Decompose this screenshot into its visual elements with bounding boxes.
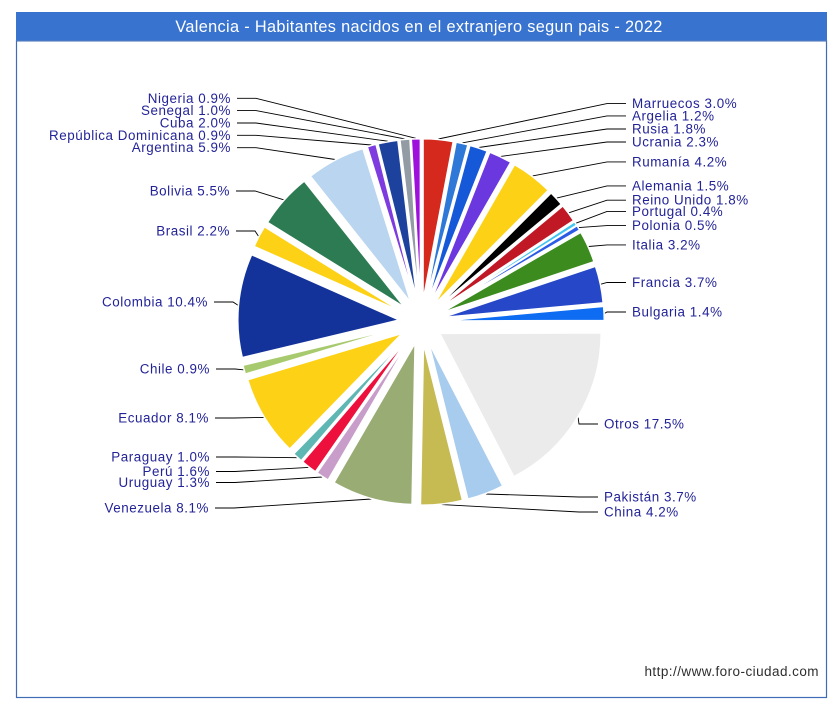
svg-text:Colombia 10.4%: Colombia 10.4%: [102, 295, 208, 310]
svg-text:República Dominicana 0.9%: República Dominicana 0.9%: [49, 128, 231, 143]
svg-text:Uruguay 1.3%: Uruguay 1.3%: [119, 475, 210, 490]
svg-text:Brasil 2.2%: Brasil 2.2%: [156, 224, 230, 239]
svg-text:Argelia 1.2%: Argelia 1.2%: [632, 108, 715, 123]
svg-text:Portugal 0.4%: Portugal 0.4%: [632, 204, 723, 219]
svg-text:http://www.foro-ciudad.com: http://www.foro-ciudad.com: [644, 664, 819, 679]
svg-text:Paraguay 1.0%: Paraguay 1.0%: [111, 450, 210, 465]
svg-text:Nigeria 0.9%: Nigeria 0.9%: [148, 91, 231, 106]
svg-text:Pakistán 3.7%: Pakistán 3.7%: [604, 490, 697, 505]
svg-text:Valencia - Habitantes nacidos: Valencia - Habitantes nacidos en el extr…: [175, 18, 662, 36]
svg-text:Alemania 1.5%: Alemania 1.5%: [632, 178, 729, 193]
svg-text:Rumanía 4.2%: Rumanía 4.2%: [632, 154, 727, 169]
svg-text:Otros 17.5%: Otros 17.5%: [604, 417, 684, 432]
svg-text:Ecuador 8.1%: Ecuador 8.1%: [118, 411, 209, 426]
svg-text:Bolivia 5.5%: Bolivia 5.5%: [150, 184, 230, 199]
svg-text:Marruecos 3.0%: Marruecos 3.0%: [632, 96, 737, 111]
svg-text:Venezuela 8.1%: Venezuela 8.1%: [105, 501, 210, 516]
svg-text:Ucrania 2.3%: Ucrania 2.3%: [632, 135, 719, 150]
svg-text:Senegal 1.0%: Senegal 1.0%: [141, 103, 231, 118]
svg-text:Reino Unido 1.8%: Reino Unido 1.8%: [632, 193, 749, 208]
svg-text:Francia 3.7%: Francia 3.7%: [632, 275, 718, 290]
svg-text:Bulgaria 1.4%: Bulgaria 1.4%: [632, 305, 723, 320]
svg-text:China 4.2%: China 4.2%: [604, 505, 679, 520]
svg-text:Polonia 0.5%: Polonia 0.5%: [632, 218, 718, 233]
svg-text:Rusia 1.8%: Rusia 1.8%: [632, 122, 706, 137]
svg-text:Perú 1.6%: Perú 1.6%: [143, 464, 210, 479]
svg-text:Chile 0.9%: Chile 0.9%: [140, 362, 210, 377]
svg-text:Argentina 5.9%: Argentina 5.9%: [132, 140, 231, 155]
svg-text:Italia 3.2%: Italia 3.2%: [632, 237, 701, 252]
svg-text:Cuba 2.0%: Cuba 2.0%: [160, 116, 231, 131]
